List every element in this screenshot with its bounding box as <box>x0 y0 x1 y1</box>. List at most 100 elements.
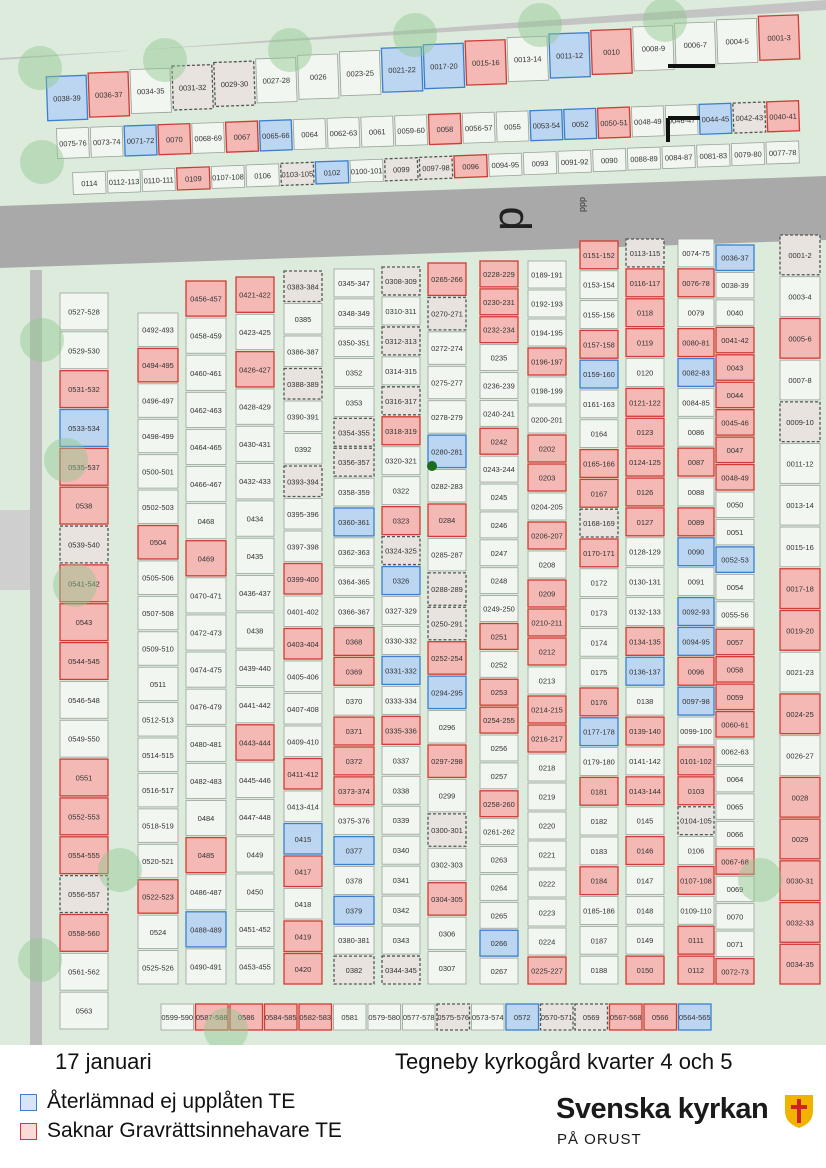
grave-plot-label: 0436-437 <box>239 589 271 598</box>
grave-plot: 0219 <box>527 782 567 811</box>
grave-plot-box <box>89 125 124 158</box>
grave-plot-box <box>381 865 421 895</box>
grave-plot-box <box>427 916 467 950</box>
grave-plot-box <box>381 835 421 865</box>
grave-plot-label: 0566 <box>652 1013 669 1022</box>
grave-plot-box <box>349 158 384 183</box>
grave-plot: 0204-205 <box>527 492 567 521</box>
grave-plot: 0106 <box>245 163 280 188</box>
grave-plot-box <box>283 660 323 692</box>
grave-plot-label: 0184 <box>591 877 608 886</box>
grave-plot: 0339 <box>381 805 421 835</box>
grave-plot-label: 0375-376 <box>338 817 370 826</box>
grave-plot: 0102 <box>314 160 350 185</box>
grave-plot-box <box>527 579 567 608</box>
grave-plot: 0397-398 <box>283 530 323 562</box>
grave-plot-label: 0546-548 <box>68 696 100 705</box>
grave-plot: 0341 <box>381 865 421 895</box>
grave-plot-label: 0143-144 <box>629 787 661 796</box>
grave-plot-label: 0232-234 <box>483 326 515 335</box>
grave-plot-label: 0172 <box>591 579 608 588</box>
grave-plot: 0504 <box>137 524 179 560</box>
grave-plot-box <box>522 151 558 176</box>
grave-plot-label: 0484 <box>198 814 215 823</box>
grave-plot: 0034-35 <box>779 943 821 985</box>
grave-plot: 0101-102 <box>677 746 715 776</box>
grave-plot-label: 0434 <box>247 515 264 524</box>
grave-plot-box <box>563 107 598 141</box>
grave-plot-box <box>479 567 519 595</box>
grave-plot-label: 0023-25 <box>346 69 374 79</box>
grave-plot-label: 0077-78 <box>769 148 797 158</box>
grave-plot-box <box>333 1003 367 1031</box>
grave-plot: 0028 <box>779 776 821 818</box>
grave-plot: 0278-279 <box>427 400 467 434</box>
upper-path <box>0 0 826 60</box>
grave-plot-box <box>333 597 375 626</box>
grave-plot-box <box>360 115 395 148</box>
grave-plot-label: 0043 <box>727 364 744 373</box>
grave-plot: 0511 <box>137 666 179 702</box>
grave-plot-box <box>137 383 179 418</box>
grave-plot-label: 0270-271 <box>431 310 463 319</box>
grave-plot-box <box>255 57 298 104</box>
grave-plot-label: 0364-365 <box>338 578 370 587</box>
grave-plot: 0073-74 <box>89 125 124 158</box>
grave-plot-box <box>779 860 821 902</box>
grave-plot-label: 0520-521 <box>142 857 174 866</box>
grave-plot: 0300-301 <box>427 813 467 847</box>
grave-plot-label: 0572 <box>514 1013 531 1022</box>
grave-plot-box <box>333 686 375 716</box>
grave-plot-box <box>779 317 821 359</box>
grave-plot-box <box>427 572 467 606</box>
grave-plot: 0118 <box>625 298 665 328</box>
grave-plot-box <box>427 538 467 572</box>
grave-plot-label: 0161-163 <box>583 400 615 409</box>
grave-plot-label: 0314-315 <box>385 367 417 376</box>
grave-plot-label: 0170-171 <box>583 549 615 558</box>
grave-plot-box <box>185 836 227 874</box>
tree-icon <box>44 438 88 482</box>
grave-plot-box <box>625 626 665 656</box>
grave-plot-box <box>677 537 715 567</box>
grave-plot-label: 0064 <box>301 130 318 140</box>
grave-plot-label: 0492-493 <box>142 326 174 335</box>
grave-plot: 0421-422 <box>235 276 275 313</box>
grave-plot-label: 0302-303 <box>431 861 463 870</box>
grave-plot-label: 0330-332 <box>385 636 417 645</box>
grave-plot-label: 0038-39 <box>721 281 749 290</box>
grave-plot-label: 0026 <box>310 72 327 82</box>
grave-plot-label: 0388-389 <box>287 380 319 389</box>
grave-plot-label: 0370 <box>346 697 363 706</box>
grave-plot: 0155-156 <box>579 300 619 329</box>
grave-plot: 0272-274 <box>427 331 467 365</box>
road <box>0 176 826 268</box>
grave-plot-label: 0507-508 <box>142 609 174 618</box>
grave-plot-label: 0250-291 <box>431 620 463 629</box>
grave-plot-box <box>185 614 227 651</box>
grave-plot-label: 0538 <box>76 502 93 511</box>
grave-plot-label: 0101-102 <box>680 757 712 766</box>
grave-plot-box <box>283 920 323 953</box>
grave-plot-box <box>427 503 467 538</box>
grave-plot: 0094-95 <box>488 152 523 177</box>
grave-plot-box <box>87 71 131 118</box>
grave-plot-box <box>185 911 227 948</box>
grave-plot: 0185-186 <box>579 896 619 925</box>
grave-plot-box <box>527 637 567 666</box>
grave-plot: 0112 <box>677 955 715 985</box>
grave-plot-box <box>527 898 567 927</box>
grave-plot-label: 0567-568 <box>610 1013 642 1022</box>
grave-plot-box <box>194 1003 229 1031</box>
grave-plot: 0043 <box>715 354 755 381</box>
grave-plot: 0484 <box>185 800 227 836</box>
grave-plot-label: 0385 <box>295 315 312 324</box>
grave-plot-box <box>137 347 179 383</box>
grave-plot-label: 0223 <box>539 909 556 918</box>
grave-plot-box <box>59 292 109 331</box>
grave-plot-label: 0141-142 <box>629 757 661 766</box>
grave-plot-label: 0106 <box>688 847 705 856</box>
grave-plot-box <box>283 498 323 530</box>
grave-plot-box <box>715 519 755 546</box>
grave-plot-label: 0001-3 <box>767 33 791 43</box>
